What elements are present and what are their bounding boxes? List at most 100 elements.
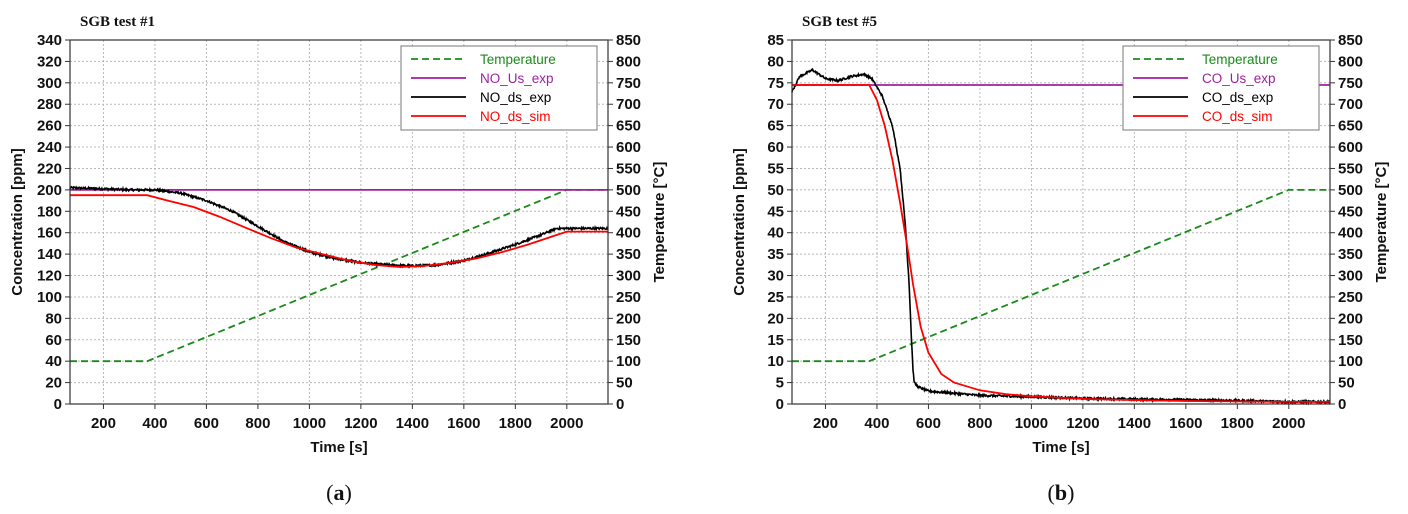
y2-tick-label: 0: [616, 396, 624, 413]
y2-tick-label: 100: [616, 353, 641, 370]
x-tick-label: 1800: [1221, 415, 1254, 432]
x-tick-label: 400: [142, 415, 167, 432]
y2-tick-label: 650: [616, 118, 641, 135]
chart-title: SGB test #5: [802, 14, 877, 30]
x-tick-label: 1800: [499, 415, 532, 432]
y2-tick-label: 250: [1338, 289, 1363, 306]
y2-tick-label: 200: [1338, 310, 1363, 327]
y-axis-title: Concentration [ppm]: [9, 148, 26, 296]
series-line-NO_ds_sim: [70, 194, 608, 268]
x-tick-label: 800: [967, 415, 992, 432]
x-tick-label: 600: [194, 415, 219, 432]
legend-label: Temperature: [1202, 52, 1278, 67]
legend-label: CO_ds_exp: [1202, 90, 1273, 105]
y2-tick-label: 650: [1338, 118, 1363, 135]
x-tick-label: 1200: [1066, 415, 1099, 432]
y-tick-label: 320: [37, 53, 62, 70]
y-tick-label: 20: [45, 375, 62, 392]
y-tick-label: 50: [767, 182, 784, 199]
y2-tick-label: 350: [616, 246, 641, 263]
y-tick-label: 30: [767, 268, 784, 285]
y2-tick-label: 600: [1338, 139, 1363, 156]
panel-caption: (a): [326, 480, 352, 505]
y-tick-label: 60: [45, 332, 62, 349]
series-line-Temperature: [792, 188, 1330, 363]
y2-tick-label: 800: [616, 53, 641, 70]
plot-frame: [791, 39, 1331, 405]
y2-tick-label: 100: [1338, 353, 1363, 370]
y2-tick-label: 150: [616, 332, 641, 349]
y2-tick-label: 350: [1338, 246, 1363, 263]
series-line-CO_ds_sim: [792, 84, 1330, 403]
x-tick-label: 1000: [293, 415, 326, 432]
y-axis-title: Concentration [ppm]: [731, 148, 748, 296]
x-tick-label: 1600: [447, 415, 480, 432]
chart-title: SGB test #1: [80, 14, 155, 30]
x-tick-label: 1000: [1015, 415, 1048, 432]
x-axis-title: Time [s]: [1032, 439, 1089, 456]
y-tick-label: 60: [767, 139, 784, 156]
y-tick-label: 40: [767, 225, 784, 242]
y2-tick-label: 500: [616, 182, 641, 199]
legend-label: Temperature: [480, 52, 556, 67]
y-tick-label: 65: [767, 118, 784, 135]
chart-panel-2: 0 5 10 15 20 25 30 35 40 45 50 55 60 65 70 75 80 850 50 100…: [731, 14, 1390, 505]
y-tick-label: 180: [37, 203, 62, 220]
y-tick-label: 35: [767, 246, 784, 263]
x-tick-label: 1400: [396, 415, 429, 432]
y2-tick-label: 0: [1338, 396, 1346, 413]
x-axis-title: Time [s]: [310, 439, 367, 456]
legend: Temperature CO_Us_exp CO_ds_exp CO_ds_sim: [1122, 45, 1320, 131]
x-tick-label: 800: [245, 415, 270, 432]
y2-tick-label: 300: [1338, 268, 1363, 285]
y2-tick-label: 750: [616, 75, 641, 92]
legend-label: NO_ds_exp: [480, 90, 551, 105]
x-tick-label: 200: [91, 415, 116, 432]
y2-tick-label: 750: [1338, 75, 1363, 92]
y-tick-label: 75: [767, 75, 784, 92]
x-tick-label: 400: [864, 415, 889, 432]
y-tick-label: 40: [45, 353, 62, 370]
x-tick-label: 1600: [1169, 415, 1202, 432]
y2-tick-label: 600: [616, 139, 641, 156]
y2-tick-label: 150: [1338, 332, 1363, 349]
y2-tick-label: 700: [1338, 96, 1363, 113]
y-tick-label: 260: [37, 118, 62, 135]
y-tick-label: 80: [45, 310, 62, 327]
y2-tick-label: 850: [616, 32, 641, 49]
y2-tick-label: 300: [616, 268, 641, 285]
y-tick-label: 55: [767, 160, 784, 177]
legend-label: CO_ds_sim: [1202, 109, 1273, 124]
y-tick-label: 45: [767, 203, 784, 220]
y-tick-label: 120: [37, 268, 62, 285]
y-tick-label: 340: [37, 32, 62, 49]
plot-frame: [69, 39, 609, 405]
y2-axis-title: Temperature [°C]: [1373, 162, 1390, 283]
y2-axis-title: Temperature [°C]: [651, 162, 668, 283]
y-tick-label: 240: [37, 139, 62, 156]
y2-tick-label: 400: [1338, 225, 1363, 242]
panel-caption: (b): [1048, 480, 1075, 505]
y2-tick-label: 550: [616, 160, 641, 177]
y-tick-label: 200: [37, 182, 62, 199]
y2-tick-label: 400: [616, 225, 641, 242]
x-tick-label: 1200: [344, 415, 377, 432]
y-tick-label: 70: [767, 96, 784, 113]
y2-tick-label: 800: [1338, 53, 1363, 70]
y-tick-label: 5: [776, 375, 784, 392]
y2-tick-label: 550: [1338, 160, 1363, 177]
y-tick-label: 10: [767, 353, 784, 370]
y2-tick-label: 50: [1338, 375, 1355, 392]
y-tick-label: 0: [776, 396, 784, 413]
y-tick-label: 300: [37, 75, 62, 92]
x-tick-label: 200: [813, 415, 838, 432]
y2-tick-label: 850: [1338, 32, 1363, 49]
legend-label: NO_Us_exp: [480, 71, 554, 86]
x-tick-label: 2000: [550, 415, 583, 432]
y-tick-label: 80: [767, 53, 784, 70]
y-tick-label: 15: [767, 332, 784, 349]
y-tick-label: 100: [37, 289, 62, 306]
y-tick-label: 20: [767, 310, 784, 327]
y-tick-label: 25: [767, 289, 784, 306]
